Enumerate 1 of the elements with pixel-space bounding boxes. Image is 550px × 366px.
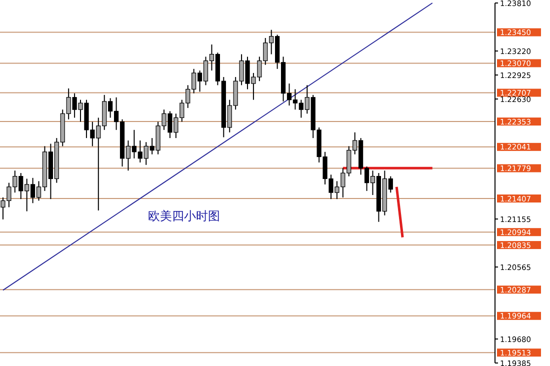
annotation: 欧美四小时图 <box>148 209 220 223</box>
